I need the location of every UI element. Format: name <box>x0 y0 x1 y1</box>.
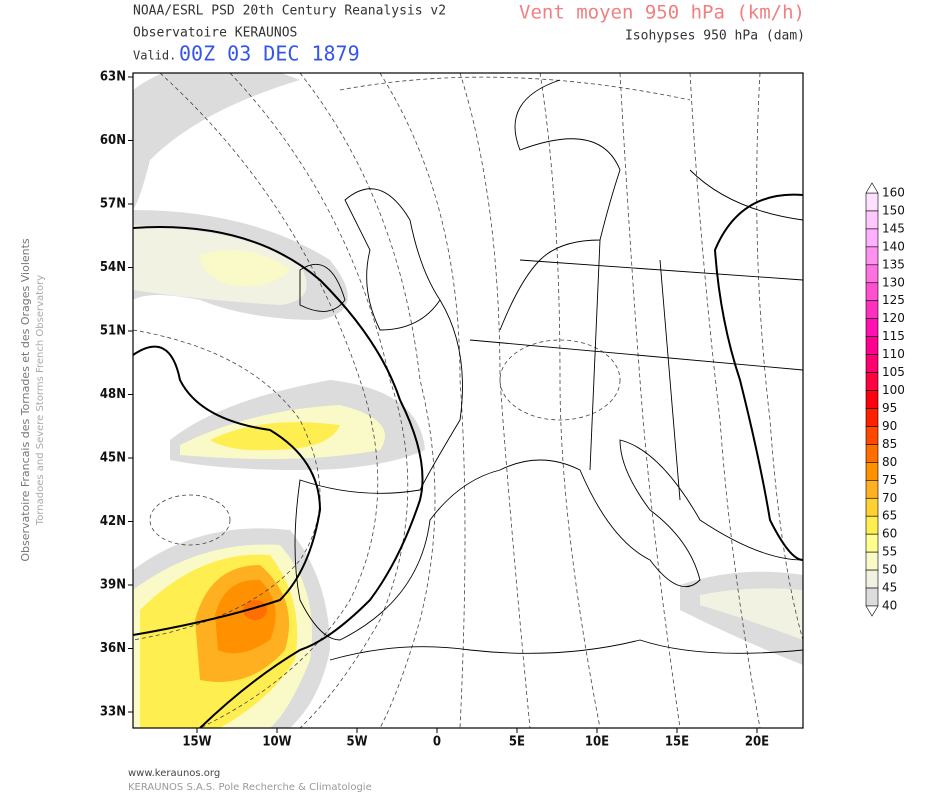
map-frame <box>132 72 804 729</box>
colorbar-label: 40 <box>882 599 897 613</box>
colorbar-swatch <box>865 426 879 445</box>
lon-label: 0 <box>433 735 441 750</box>
map <box>133 73 803 728</box>
colorbar-label: 160 <box>882 186 905 200</box>
colorbar-swatch <box>865 480 879 499</box>
colorbar-label: 100 <box>882 383 905 397</box>
lat-label: 51N <box>100 324 126 339</box>
colorbar-label: 65 <box>882 509 897 523</box>
valid-time: 00Z 03 DEC 1879 <box>179 42 360 66</box>
colorbar-label: 150 <box>882 203 905 217</box>
colorbar-swatch <box>865 551 879 571</box>
colorbar-label: 95 <box>882 401 897 415</box>
colorbar-label: 45 <box>882 581 897 595</box>
colorbar-swatch <box>865 372 879 391</box>
colorbar-label: 120 <box>882 311 905 325</box>
colorbar-swatch <box>865 210 879 230</box>
colorbar-label: 125 <box>882 293 905 307</box>
colorbar-label: 145 <box>882 221 905 235</box>
lat-label: 57N <box>100 197 126 212</box>
colorbar-swatch <box>865 282 879 302</box>
colorbar-swatch <box>865 533 879 553</box>
colorbar-label: 110 <box>882 347 905 361</box>
colorbar-swatch <box>865 192 879 212</box>
colorbar-swatch <box>865 497 879 517</box>
lon-label: 5E <box>509 735 525 750</box>
lon-label: 15E <box>665 735 689 750</box>
colorbar-swatch <box>865 336 879 355</box>
colorbar-label: 130 <box>882 275 905 289</box>
footer-url: www.keraunos.org <box>128 768 220 779</box>
colorbar-swatch <box>865 228 879 248</box>
lat-label: 36N <box>100 641 126 656</box>
valid-label: Valid. <box>133 49 176 63</box>
lon-label: 10W <box>262 735 291 750</box>
lon-label: 5W <box>346 735 367 750</box>
observatory: Observatoire KERAUNOS <box>133 26 297 41</box>
lon-label: 15W <box>182 735 211 750</box>
colorbar-swatch <box>865 264 879 284</box>
colorbar-swatch <box>865 444 879 463</box>
lat-label: 60N <box>100 133 126 148</box>
colorbar-arrow-top <box>865 182 879 194</box>
colorbar-label: 115 <box>882 329 905 343</box>
side-text-en: Tornadoes and Severe Storms French Obser… <box>35 275 46 526</box>
colorbar-label: 85 <box>882 437 897 451</box>
lat-label: 39N <box>100 578 126 593</box>
colorbar-label: 140 <box>882 239 905 253</box>
colorbar-arrow-bottom <box>865 605 879 617</box>
colorbar-label: 75 <box>882 473 897 487</box>
subtitle: Isohypses 950 hPa (dam) <box>625 29 805 44</box>
colorbar-label: 55 <box>882 545 897 559</box>
source: NOAA/ESRL PSD 20th Century Reanalysis v2 <box>133 4 446 19</box>
lon-label: 10E <box>585 735 609 750</box>
footer-company: KERAUNOS S.A.S. Pole Recherche & Climato… <box>128 782 372 793</box>
lat-label: 48N <box>100 387 126 402</box>
side-text-fr: Observatoire Francais des Tornades et de… <box>19 238 32 562</box>
colorbar-label: 105 <box>882 365 905 379</box>
colorbar-swatch <box>865 390 879 409</box>
colorbar-swatch <box>865 300 879 319</box>
colorbar-swatch <box>865 246 879 266</box>
lat-label: 45N <box>100 451 126 466</box>
lat-label: 42N <box>100 514 126 529</box>
colorbar-swatch <box>865 587 879 607</box>
colorbar-label: 135 <box>882 257 905 271</box>
colorbar-swatch <box>865 354 879 373</box>
colorbar: 160 150 145 140 135 130 125 120 115 110 105 100 95 90… <box>865 182 905 617</box>
axes: 63N 60N 57N 54N 51N 48N 45N 42N 39N 36N 33N 15W 10W 5… <box>100 70 769 750</box>
lat-label: 33N <box>100 705 126 720</box>
colorbar-swatch <box>865 462 879 481</box>
colorbar-swatch <box>865 318 879 337</box>
colorbar-swatch <box>865 569 879 589</box>
colorbar-label: 60 <box>882 527 897 541</box>
colorbar-label: 70 <box>882 491 897 505</box>
side-text: Observatoire Francais des Tornades et de… <box>19 238 46 562</box>
lat-label: 63N <box>100 70 126 85</box>
colorbar-label: 80 <box>882 455 897 469</box>
colorbar-label: 50 <box>882 563 897 577</box>
title: Vent moyen 950 hPa (km/h) <box>519 2 805 24</box>
lon-label: 20E <box>745 735 769 750</box>
colorbar-label: 90 <box>882 419 897 433</box>
lat-label: 54N <box>100 260 126 275</box>
colorbar-swatch <box>865 408 879 427</box>
colorbar-swatch <box>865 515 879 535</box>
